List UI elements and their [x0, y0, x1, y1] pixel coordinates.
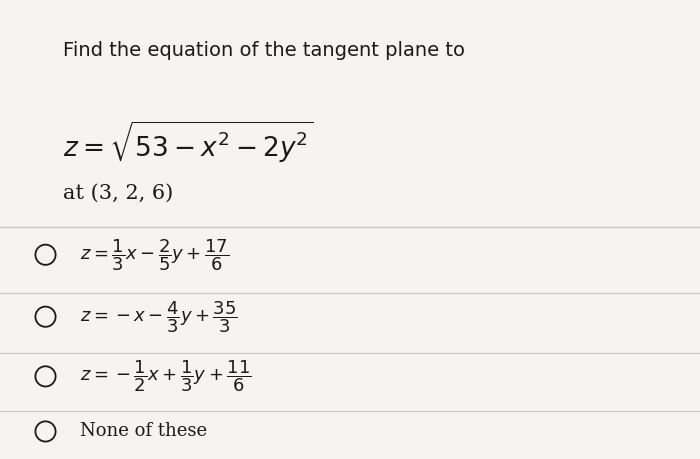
Text: $z = -x - \dfrac{4}{3}y + \dfrac{35}{3}$: $z = -x - \dfrac{4}{3}y + \dfrac{35}{3}$ [80, 299, 238, 335]
Text: $z = \dfrac{1}{3}x - \dfrac{2}{5}y + \dfrac{17}{6}$: $z = \dfrac{1}{3}x - \dfrac{2}{5}y + \df… [80, 237, 230, 273]
Text: None of these: None of these [80, 422, 208, 441]
Text: $z = \sqrt{53 - x^2 - 2y^2}$: $z = \sqrt{53 - x^2 - 2y^2}$ [63, 119, 314, 164]
Text: $z = -\dfrac{1}{2}x + \dfrac{1}{3}y + \dfrac{11}{6}$: $z = -\dfrac{1}{2}x + \dfrac{1}{3}y + \d… [80, 358, 252, 394]
Text: at (3, 2, 6): at (3, 2, 6) [63, 184, 174, 202]
Text: Find the equation of the tangent plane to: Find the equation of the tangent plane t… [63, 41, 465, 60]
